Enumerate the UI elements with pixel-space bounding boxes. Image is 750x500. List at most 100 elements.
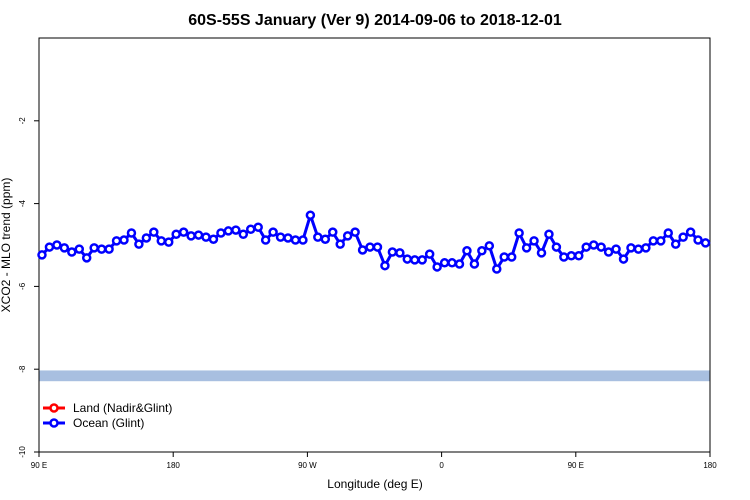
data-point (52, 240, 62, 250)
data-point (223, 226, 234, 236)
y-tick-label: -4 (18, 199, 27, 207)
data-point (439, 258, 450, 268)
legend-marker (49, 418, 59, 428)
x-tick-label: 180 (167, 461, 181, 470)
data-point (305, 210, 316, 220)
data-point (611, 244, 621, 254)
data-point (588, 240, 599, 250)
data-point (551, 242, 562, 252)
data-point (298, 235, 308, 245)
data-point (648, 236, 659, 246)
data-point (357, 245, 368, 255)
legend: Land (Nadir&Glint)Ocean (Glint) (43, 401, 172, 430)
data-point (141, 233, 152, 243)
data-point (350, 227, 360, 237)
data-point (656, 236, 666, 246)
data-point (156, 236, 167, 246)
chart-title: 60S-55S January (Ver 9) 2014-09-06 to 20… (188, 12, 562, 29)
data-point (201, 232, 211, 242)
data-point (693, 235, 703, 245)
data-point (603, 247, 614, 257)
data-point (260, 235, 271, 245)
data-point (559, 252, 569, 262)
plot-frame (38, 37, 711, 453)
y-tick-label: -10 (18, 446, 27, 458)
data-point (44, 242, 55, 252)
x-axis-label: Longitude (deg E) (327, 477, 422, 491)
y-axis-label: XCO2 - MLO trend (ppm) (0, 178, 13, 313)
data-point (111, 236, 122, 246)
data-point (134, 239, 144, 249)
data-point (216, 228, 226, 238)
data-point (514, 228, 524, 238)
y-tick-label: -6 (18, 282, 27, 290)
data-point (499, 252, 509, 262)
data-point (678, 232, 688, 242)
data-point (544, 229, 554, 239)
data-point (320, 234, 331, 244)
data-point (633, 244, 644, 254)
data-point (521, 243, 532, 253)
data-point (253, 222, 263, 232)
data-point (432, 262, 442, 272)
data-point (342, 231, 353, 241)
data-point (163, 237, 174, 247)
data-point (380, 260, 390, 271)
x-tick-label: 90 E (31, 461, 47, 470)
legend-marker (49, 403, 59, 413)
data-point (506, 252, 517, 262)
data-point (231, 225, 241, 235)
band (39, 370, 710, 382)
data-point (618, 254, 629, 264)
data-point (529, 236, 539, 246)
x-tick-label: 90 W (298, 461, 317, 470)
x-tick-label: 0 (439, 461, 444, 470)
data-point (670, 239, 681, 249)
data-point (492, 264, 502, 274)
data-point (387, 247, 398, 257)
data-point (275, 232, 286, 242)
data-point (171, 229, 181, 239)
legend-label: Land (Nadir&Glint) (73, 401, 172, 415)
data-point (365, 242, 375, 252)
data-point (149, 227, 159, 237)
data-point (410, 255, 420, 265)
y-tick-label: -2 (18, 117, 27, 125)
data-point (283, 233, 293, 243)
data-point (59, 243, 70, 253)
data-point (119, 235, 129, 245)
data-point (469, 259, 480, 269)
data-point (581, 242, 591, 252)
data-point (641, 243, 651, 253)
data-point (484, 241, 495, 251)
data-point (193, 230, 204, 240)
data-point (268, 227, 278, 237)
data-point (596, 242, 606, 252)
data-point (186, 231, 196, 241)
data-point (313, 232, 323, 242)
data-point (37, 250, 47, 260)
data-point (290, 235, 301, 245)
x-tick-label: 180 (703, 461, 717, 470)
data-point (477, 246, 487, 256)
data-point (454, 259, 465, 269)
data-point (178, 227, 189, 237)
data-point (327, 227, 338, 237)
data-point (536, 248, 547, 258)
data-point (700, 238, 711, 248)
data-point (104, 244, 114, 254)
data-point (395, 248, 405, 258)
data-point (74, 244, 85, 254)
data-point (81, 253, 92, 263)
data-point (663, 228, 673, 238)
data-point (424, 249, 435, 259)
data-point (462, 246, 472, 256)
data-point (245, 224, 256, 235)
data-point (372, 242, 383, 252)
data-point (89, 243, 99, 253)
y-tick-label: -8 (18, 365, 27, 373)
data-point (402, 254, 413, 264)
data-point (67, 247, 77, 257)
data-point (126, 228, 137, 238)
